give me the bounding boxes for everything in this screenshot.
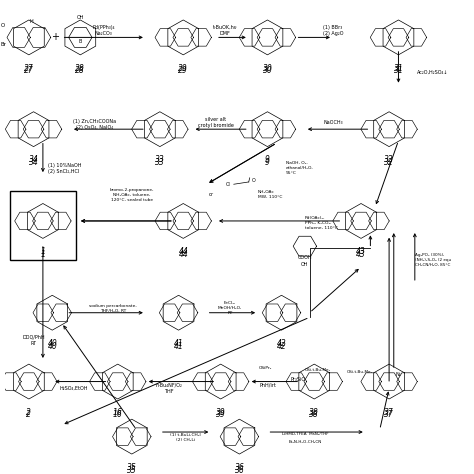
Text: 43: 43 xyxy=(356,247,366,256)
Text: N₂: N₂ xyxy=(396,372,401,377)
Text: 41: 41 xyxy=(173,342,183,351)
Text: 39: 39 xyxy=(216,410,226,419)
Text: COOH: COOH xyxy=(298,255,312,260)
Text: OSi-t-Bu-Me₂: OSi-t-Bu-Me₂ xyxy=(347,370,373,374)
Text: NaOCH₃: NaOCH₃ xyxy=(323,120,343,125)
Text: Br: Br xyxy=(0,42,6,47)
Text: 34: 34 xyxy=(28,155,38,164)
Text: Ac₂O,H₂SO₄↓: Ac₂O,H₂SO₄↓ xyxy=(417,69,449,74)
Text: n-Bu₄NF/O₂
THF: n-Bu₄NF/O₂ THF xyxy=(156,383,182,394)
Text: 33: 33 xyxy=(155,155,165,164)
Text: OSi-t-Bu-Me₂: OSi-t-Bu-Me₂ xyxy=(305,368,331,372)
Text: LiHMD,TFEA  MsN₃/THF: LiHMD,TFEA MsN₃/THF xyxy=(282,432,328,437)
Text: Pd(PPh₃)₄
Na₂CO₃: Pd(PPh₃)₄ Na₂CO₃ xyxy=(92,25,115,36)
Text: 30: 30 xyxy=(263,66,273,75)
Text: DDQ/PhH
RT: DDQ/PhH RT xyxy=(22,335,45,346)
Text: 37: 37 xyxy=(384,408,394,417)
Text: 34: 34 xyxy=(28,158,38,167)
Text: 27: 27 xyxy=(24,64,34,73)
Text: 2: 2 xyxy=(27,408,31,417)
Text: 1: 1 xyxy=(40,247,46,256)
Text: 32: 32 xyxy=(384,158,394,167)
Text: 41: 41 xyxy=(173,339,183,348)
Text: NaOH, O₂,
ethanol/H₂O,
95°C: NaOH, O₂, ethanol/H₂O, 95°C xyxy=(286,161,314,175)
Text: 36: 36 xyxy=(235,463,244,472)
Text: H: H xyxy=(29,19,33,24)
Text: 42: 42 xyxy=(277,342,286,351)
Text: 9: 9 xyxy=(265,155,270,164)
Text: PhH/irt: PhH/irt xyxy=(259,383,276,388)
Text: 38: 38 xyxy=(310,410,319,419)
Text: Cl: Cl xyxy=(225,182,230,187)
Text: 31: 31 xyxy=(393,64,403,73)
Text: (1) Zn,CH₃COONa
(2) OsO₄, NaIO₄: (1) Zn,CH₃COONa (2) OsO₄, NaIO₄ xyxy=(73,119,116,130)
Text: 31: 31 xyxy=(393,66,403,75)
Text: NH₄OAc
MW, 110°C: NH₄OAc MW, 110°C xyxy=(258,191,283,199)
Text: H₂SO₄,EtOH: H₂SO₄,EtOH xyxy=(59,386,88,391)
Text: 35: 35 xyxy=(127,463,137,472)
Text: 9: 9 xyxy=(265,158,270,167)
Text: 33: 33 xyxy=(155,158,165,167)
Text: 27: 27 xyxy=(24,66,34,75)
Text: bromo-2-propanone,
NH₄OAc, toluene,
120°C, sealed tube: bromo-2-propanone, NH₄OAc, toluene, 120°… xyxy=(109,188,154,202)
Text: FeCl₃,
MeOH/H₂O,
RT: FeCl₃, MeOH/H₂O, RT xyxy=(218,301,242,315)
Text: 43: 43 xyxy=(356,250,366,259)
Text: 40: 40 xyxy=(47,342,57,351)
Text: Pr₃SiO: Pr₃SiO xyxy=(290,377,305,382)
Text: 44: 44 xyxy=(178,250,188,259)
Text: O: O xyxy=(1,23,5,28)
Text: 44: 44 xyxy=(178,247,188,256)
Text: 2: 2 xyxy=(27,410,31,419)
Text: 16: 16 xyxy=(113,408,123,417)
Text: B: B xyxy=(79,39,82,45)
Text: sodium percarbonate,
THF/H₂O, RT: sodium percarbonate, THF/H₂O, RT xyxy=(89,304,137,312)
Text: Ag₃PO₄ (30%),
(NH₄)₂S₂O₈ (2 equ
CH₃CN/H₂O, 85°C: Ag₃PO₄ (30%), (NH₄)₂S₂O₈ (2 equ CH₃CN/H₂… xyxy=(415,253,451,267)
Text: t-BuOK,hν
DMF: t-BuOK,hν DMF xyxy=(213,25,237,36)
Text: 42: 42 xyxy=(277,339,286,348)
Text: (1) 10%NaOH
(2) SnCl₂,HCl: (1) 10%NaOH (2) SnCl₂,HCl xyxy=(47,163,81,174)
Text: 1: 1 xyxy=(40,250,46,259)
Text: 30: 30 xyxy=(263,64,273,73)
Text: OSiPr₃: OSiPr₃ xyxy=(258,366,272,370)
Text: 28: 28 xyxy=(75,66,85,75)
Text: 29: 29 xyxy=(178,66,188,75)
Text: (1) t-BuLi,CH₂I
(2) CH₃Li: (1) t-BuLi,CH₂I (2) CH₃Li xyxy=(170,433,201,442)
Text: (1) BBr₃
(2) Ag₂O: (1) BBr₃ (2) Ag₂O xyxy=(323,25,343,36)
Text: OH: OH xyxy=(77,15,84,20)
Text: Pd(OAc)₂,
PPh₃, K₂CO₃,
toluene, 110°C: Pd(OAc)₂, PPh₃, K₂CO₃, toluene, 110°C xyxy=(305,216,338,230)
Text: 37: 37 xyxy=(384,410,394,419)
Text: 38: 38 xyxy=(310,408,319,417)
Text: 40: 40 xyxy=(47,339,57,348)
Text: 28: 28 xyxy=(75,64,85,73)
Text: or: or xyxy=(209,192,214,197)
Text: OH: OH xyxy=(301,262,309,267)
Text: +: + xyxy=(51,32,59,42)
Text: Et₃N-H₂O-CH₃CN: Et₃N-H₂O-CH₃CN xyxy=(288,440,321,444)
Text: 16: 16 xyxy=(113,410,123,419)
Text: 32: 32 xyxy=(384,155,394,164)
Text: O: O xyxy=(252,178,255,183)
Text: 29: 29 xyxy=(178,64,188,73)
Bar xyxy=(10,191,76,260)
Text: 36: 36 xyxy=(235,465,244,474)
Text: 39: 39 xyxy=(216,408,226,417)
Text: silver alt
crotyl bromide: silver alt crotyl bromide xyxy=(198,117,234,128)
Text: 35: 35 xyxy=(127,465,137,474)
